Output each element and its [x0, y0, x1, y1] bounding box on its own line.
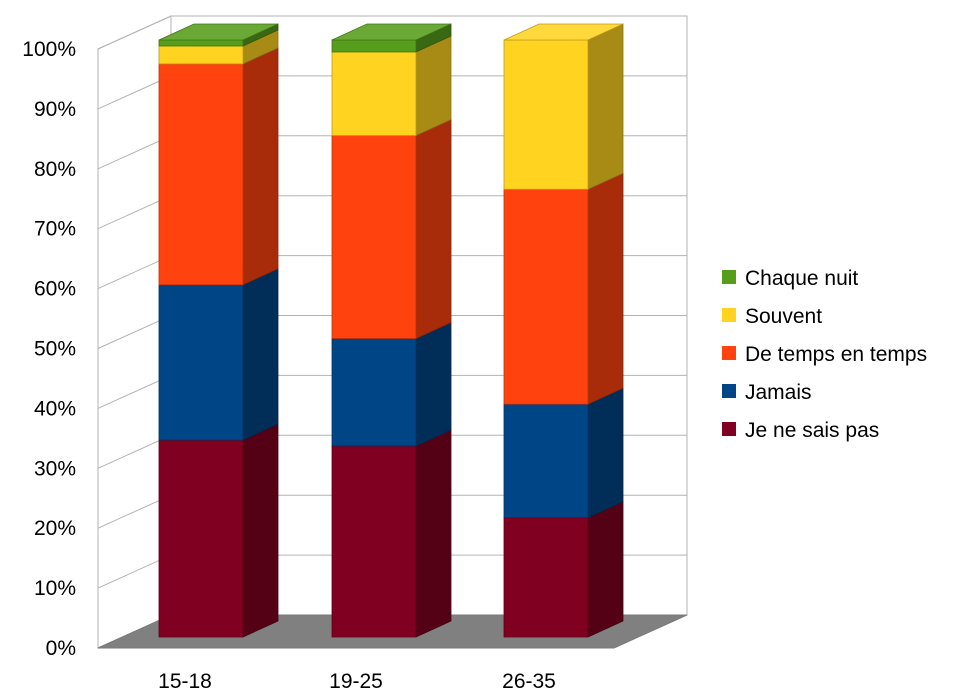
bar-segment-front [331, 338, 417, 447]
bar-segment [331, 321, 452, 447]
bar-segment-front [503, 39, 589, 190]
y-tick-label: 40% [34, 397, 76, 420]
bar-segment-front [158, 63, 244, 286]
legend-item: Chaque nuit [722, 267, 858, 290]
bar-segment-front [331, 135, 417, 339]
legend-swatch [722, 422, 736, 436]
bar-segment [158, 268, 279, 441]
legend-label: Je ne sais pas [745, 419, 879, 442]
y-tick-label: 50% [34, 338, 76, 361]
x-tick-label: 19-25 [329, 670, 383, 691]
y-tick-label: 20% [34, 517, 76, 540]
legend-item: Souvent [722, 305, 822, 328]
y-tick-label: 90% [34, 98, 76, 121]
legend-label: De temps en temps [745, 343, 927, 366]
y-tick-label: 30% [34, 457, 76, 480]
bar-segment [503, 23, 624, 190]
legend-label: Souvent [745, 305, 822, 328]
bar-segment-side [587, 172, 624, 405]
legend-item: Je ne sais pas [722, 419, 879, 442]
legend-swatch [722, 270, 736, 284]
bar-segment [158, 423, 279, 638]
y-tick-label: 70% [34, 218, 76, 241]
bar-segment-side [242, 47, 279, 286]
bar-segment-front [158, 39, 244, 47]
bar-segment-side [587, 500, 624, 638]
bar-segment-side [415, 429, 452, 638]
bar-segment [503, 172, 624, 405]
bar-segment-front [331, 445, 417, 638]
bars [158, 23, 624, 638]
x-tick-label: 26-35 [502, 670, 556, 691]
legend-label: Jamais [745, 381, 812, 404]
bar-segment-side [415, 321, 452, 447]
bar-segment [158, 29, 279, 65]
bar-segment-front [503, 517, 589, 638]
bar-segment [331, 429, 452, 638]
y-tick-label: 10% [34, 577, 76, 600]
legend-swatch [722, 384, 736, 398]
x-axis-ticks: 15-18 19-25 26-35 [158, 670, 556, 691]
bar-segment-side [415, 118, 452, 340]
x-tick-label: 15-18 [158, 670, 212, 691]
bar-segment-front [503, 188, 589, 405]
bar-segment-front [158, 439, 244, 638]
bar-segment-top [503, 23, 624, 41]
bar-segment-top [158, 23, 279, 41]
bar-segment [503, 387, 624, 519]
bar-segment-side [242, 268, 279, 441]
bar-segment [158, 23, 279, 47]
bar-segment-front [158, 45, 244, 65]
bar-segment-front [158, 284, 244, 441]
bar-segment-side [587, 387, 624, 519]
bar-segment [331, 23, 452, 53]
legend-swatch [722, 346, 736, 360]
y-tick-label: 80% [34, 158, 76, 181]
bar-segment [331, 118, 452, 340]
bar-segment [158, 47, 279, 286]
legend-item: Jamais [722, 381, 812, 404]
gridline [97, 15, 687, 50]
bar-segment-side [415, 35, 452, 137]
legend: Chaque nuit Souvent De temps en temps Jamai… [722, 267, 927, 442]
bar-segment-side [587, 23, 624, 190]
bar-segment-front [331, 39, 417, 53]
y-axis-ticks: 0% 10% 20% 30% 40% 50% 60% 70% 80% 90% 100% [22, 38, 76, 660]
y-tick-label: 60% [34, 278, 76, 301]
bar-segment-top [331, 23, 452, 41]
bar-segment-side [242, 423, 279, 638]
y-tick-label: 0% [46, 637, 76, 660]
bar-segment-front [503, 403, 589, 519]
legend-item: De temps en temps [722, 343, 927, 366]
legend-swatch [722, 308, 736, 322]
bar-segment-front [331, 51, 417, 136]
y-tick-label: 100% [22, 38, 76, 61]
bar-segment [503, 500, 624, 638]
bar-segment [331, 35, 452, 137]
legend-label: Chaque nuit [745, 267, 858, 290]
